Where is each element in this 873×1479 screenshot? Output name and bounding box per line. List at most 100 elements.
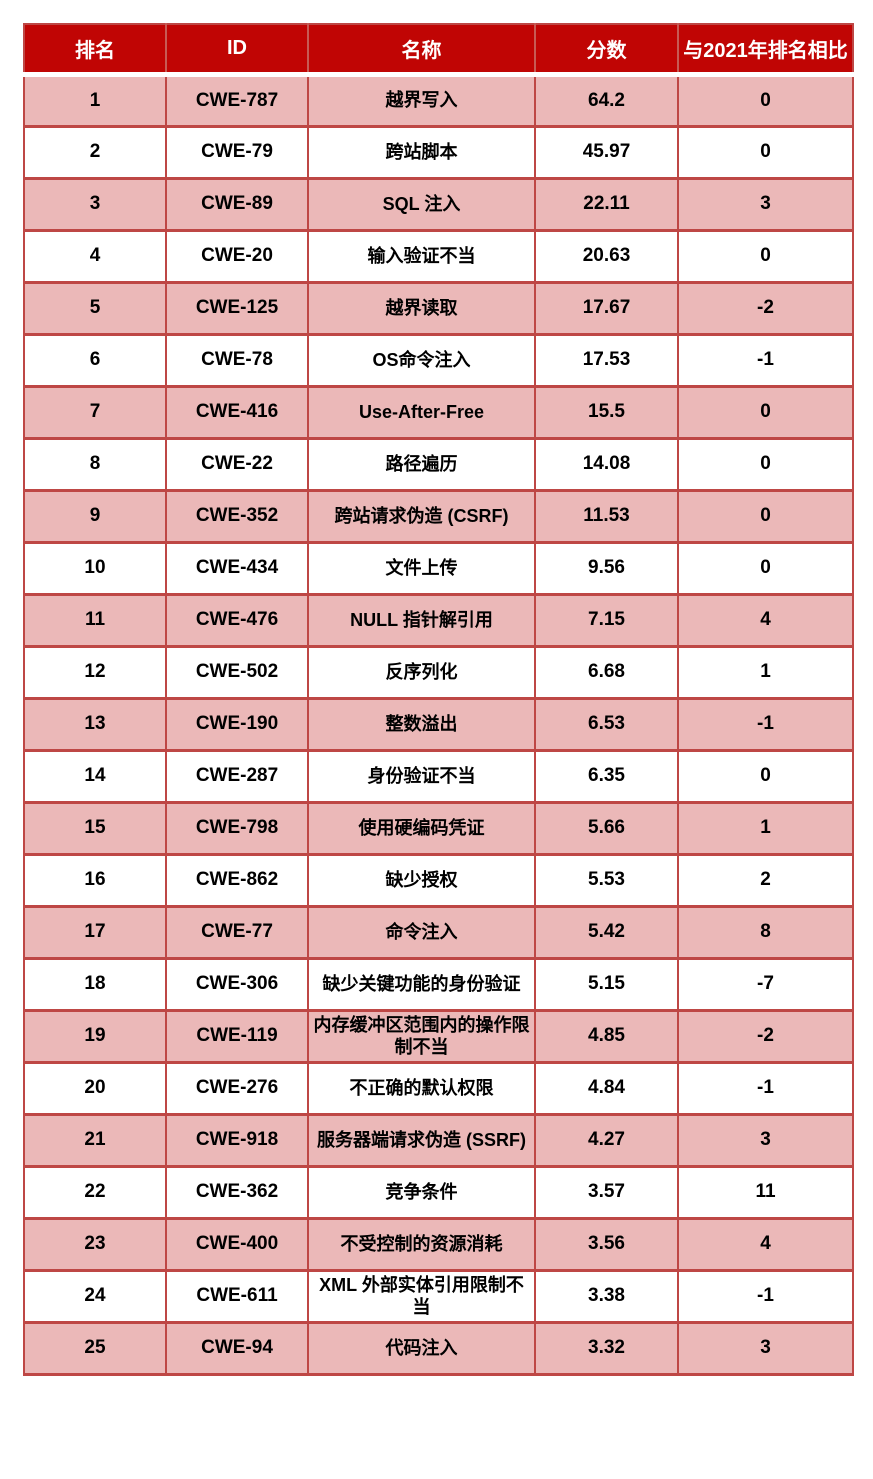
id-cell: CWE-94 bbox=[165, 1320, 309, 1376]
change-cell: 0 bbox=[677, 72, 854, 128]
rank-cell: 20 bbox=[23, 1060, 167, 1116]
rank-cell: 4 bbox=[23, 228, 167, 284]
score-cell: 5.15 bbox=[534, 956, 679, 1012]
name-cell: 整数溢出 bbox=[307, 696, 536, 752]
name-cell: 缺少授权 bbox=[307, 852, 536, 908]
rank-cell: 13 bbox=[23, 696, 167, 752]
change-cell: -1 bbox=[677, 1268, 854, 1324]
table-row: 6 CWE-78 OS命令注入 17.53 -1 bbox=[23, 332, 854, 388]
name-cell: 输入验证不当 bbox=[307, 228, 536, 284]
score-cell: 11.53 bbox=[534, 488, 679, 544]
rank-cell: 8 bbox=[23, 436, 167, 492]
change-cell: 1 bbox=[677, 644, 854, 700]
id-cell: CWE-862 bbox=[165, 852, 309, 908]
table-row: 7 CWE-416 Use-After-Free 15.5 0 bbox=[23, 384, 854, 440]
change-cell: 0 bbox=[677, 228, 854, 284]
change-cell: 4 bbox=[677, 1216, 854, 1272]
id-cell: CWE-79 bbox=[165, 124, 309, 180]
name-cell: 服务器端请求伪造 (SSRF) bbox=[307, 1112, 536, 1168]
change-cell: -1 bbox=[677, 696, 854, 752]
change-cell: 8 bbox=[677, 904, 854, 960]
column-header-id: ID bbox=[165, 23, 309, 77]
rank-cell: 21 bbox=[23, 1112, 167, 1168]
rank-cell: 18 bbox=[23, 956, 167, 1012]
score-cell: 22.11 bbox=[534, 176, 679, 232]
table-header-row: 排名 ID 名称 分数 与2021年排名相比 bbox=[23, 23, 854, 77]
table-row: 15 CWE-798 使用硬编码凭证 5.66 1 bbox=[23, 800, 854, 856]
table-row: 2 CWE-79 跨站脚本 45.97 0 bbox=[23, 124, 854, 180]
change-cell: 1 bbox=[677, 800, 854, 856]
rank-cell: 2 bbox=[23, 124, 167, 180]
change-cell: 2 bbox=[677, 852, 854, 908]
name-cell: 内存缓冲区范围内的操作限制不当 bbox=[307, 1008, 536, 1064]
rank-cell: 24 bbox=[23, 1268, 167, 1324]
table-row: 11 CWE-476 NULL 指针解引用 7.15 4 bbox=[23, 592, 854, 648]
id-cell: CWE-434 bbox=[165, 540, 309, 596]
table-row: 3 CWE-89 SQL 注入 22.11 3 bbox=[23, 176, 854, 232]
id-cell: CWE-476 bbox=[165, 592, 309, 648]
column-header-rank: 排名 bbox=[23, 23, 167, 77]
name-cell: 越界写入 bbox=[307, 72, 536, 128]
id-cell: CWE-78 bbox=[165, 332, 309, 388]
score-cell: 3.32 bbox=[534, 1320, 679, 1376]
column-header-name: 名称 bbox=[307, 23, 536, 77]
table-row: 23 CWE-400 不受控制的资源消耗 3.56 4 bbox=[23, 1216, 854, 1272]
change-cell: 4 bbox=[677, 592, 854, 648]
change-cell: -2 bbox=[677, 280, 854, 336]
rank-cell: 11 bbox=[23, 592, 167, 648]
name-cell: 竞争条件 bbox=[307, 1164, 536, 1220]
score-cell: 17.53 bbox=[534, 332, 679, 388]
score-cell: 3.56 bbox=[534, 1216, 679, 1272]
id-cell: CWE-20 bbox=[165, 228, 309, 284]
rank-cell: 10 bbox=[23, 540, 167, 596]
score-cell: 6.53 bbox=[534, 696, 679, 752]
change-cell: 0 bbox=[677, 384, 854, 440]
id-cell: CWE-400 bbox=[165, 1216, 309, 1272]
score-cell: 5.66 bbox=[534, 800, 679, 856]
table-row: 10 CWE-434 文件上传 9.56 0 bbox=[23, 540, 854, 596]
change-cell: -7 bbox=[677, 956, 854, 1012]
table-row: 1 CWE-787 越界写入 64.2 0 bbox=[23, 72, 854, 128]
id-cell: CWE-352 bbox=[165, 488, 309, 544]
score-cell: 3.57 bbox=[534, 1164, 679, 1220]
name-cell: 越界读取 bbox=[307, 280, 536, 336]
score-cell: 5.42 bbox=[534, 904, 679, 960]
id-cell: CWE-611 bbox=[165, 1268, 309, 1324]
id-cell: CWE-125 bbox=[165, 280, 309, 336]
name-cell: SQL 注入 bbox=[307, 176, 536, 232]
name-cell: NULL 指针解引用 bbox=[307, 592, 536, 648]
name-cell: 使用硬编码凭证 bbox=[307, 800, 536, 856]
table-row: 8 CWE-22 路径遍历 14.08 0 bbox=[23, 436, 854, 492]
name-cell: 缺少关键功能的身份验证 bbox=[307, 956, 536, 1012]
rank-cell: 12 bbox=[23, 644, 167, 700]
id-cell: CWE-416 bbox=[165, 384, 309, 440]
change-cell: 0 bbox=[677, 540, 854, 596]
table-row: 20 CWE-276 不正确的默认权限 4.84 -1 bbox=[23, 1060, 854, 1116]
name-cell: 跨站脚本 bbox=[307, 124, 536, 180]
name-cell: 不正确的默认权限 bbox=[307, 1060, 536, 1116]
change-cell: 0 bbox=[677, 124, 854, 180]
change-cell: -1 bbox=[677, 1060, 854, 1116]
score-cell: 5.53 bbox=[534, 852, 679, 908]
id-cell: CWE-287 bbox=[165, 748, 309, 804]
rank-cell: 16 bbox=[23, 852, 167, 908]
score-cell: 6.68 bbox=[534, 644, 679, 700]
rank-cell: 7 bbox=[23, 384, 167, 440]
score-cell: 17.67 bbox=[534, 280, 679, 336]
name-cell: 身份验证不当 bbox=[307, 748, 536, 804]
name-cell: 跨站请求伪造 (CSRF) bbox=[307, 488, 536, 544]
id-cell: CWE-362 bbox=[165, 1164, 309, 1220]
rank-cell: 3 bbox=[23, 176, 167, 232]
rank-cell: 5 bbox=[23, 280, 167, 336]
table-row: 21 CWE-918 服务器端请求伪造 (SSRF) 4.27 3 bbox=[23, 1112, 854, 1168]
table-row: 16 CWE-862 缺少授权 5.53 2 bbox=[23, 852, 854, 908]
rank-cell: 17 bbox=[23, 904, 167, 960]
cwe-top25-table-container: 排名 ID 名称 分数 与2021年排名相比 1 CWE-787 越界写入 64.2 0… bbox=[23, 23, 854, 1376]
name-cell: 反序列化 bbox=[307, 644, 536, 700]
score-cell: 14.08 bbox=[534, 436, 679, 492]
rank-cell: 1 bbox=[23, 72, 167, 128]
score-cell: 9.56 bbox=[534, 540, 679, 596]
rank-cell: 22 bbox=[23, 1164, 167, 1220]
id-cell: CWE-787 bbox=[165, 72, 309, 128]
table-row: 24 CWE-611 XML 外部实体引用限制不当 3.38 -1 bbox=[23, 1268, 854, 1324]
